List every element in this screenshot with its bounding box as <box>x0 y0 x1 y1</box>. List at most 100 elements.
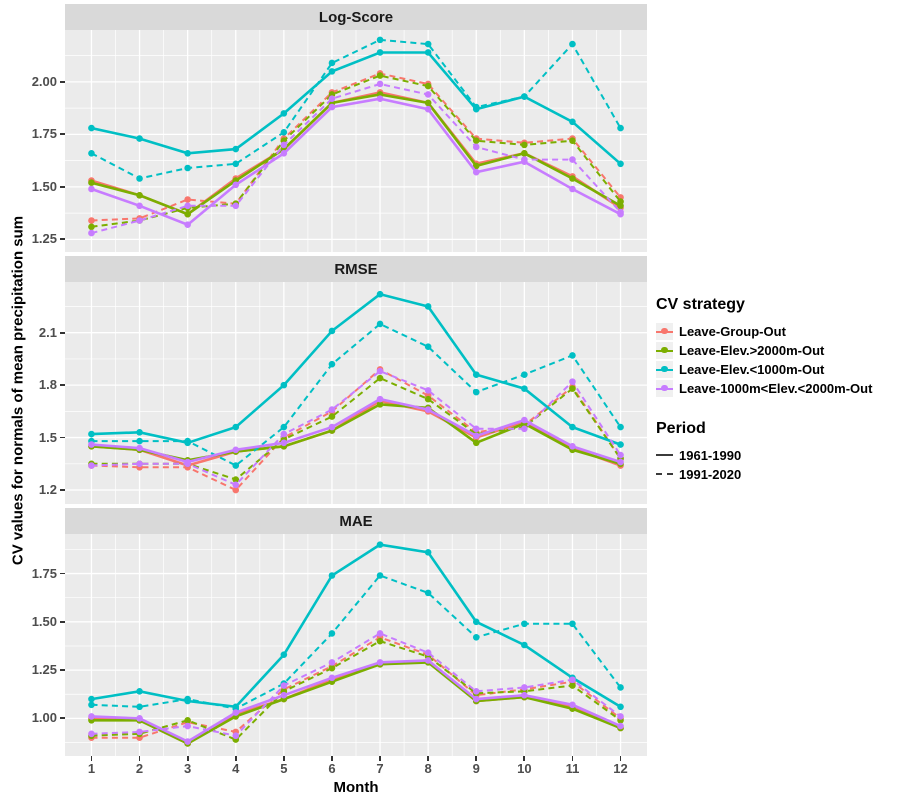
data-point <box>376 659 384 666</box>
x-tick-mark <box>427 756 430 761</box>
y-tick-mark <box>60 669 65 671</box>
panel-strip-rmse: RMSE <box>65 256 647 282</box>
data-point <box>472 439 480 447</box>
data-point <box>569 620 576 628</box>
series-line <box>91 640 622 741</box>
data-point <box>136 135 143 142</box>
data-point <box>424 387 432 394</box>
legend-item-strategy: Leave-Elev.<1000m-Out <box>656 360 896 379</box>
data-point <box>376 630 384 637</box>
data-point <box>617 722 624 730</box>
x-tick-mark <box>379 756 381 761</box>
panel-strip-mae: MAE <box>65 508 647 534</box>
data-point <box>232 476 240 483</box>
x-tick-mark <box>475 756 478 761</box>
series-line <box>91 97 622 227</box>
y-tick-label: 1.00 <box>31 710 57 726</box>
data-point <box>88 462 95 469</box>
x-tick-label: 5 <box>280 761 288 776</box>
data-point <box>136 191 143 199</box>
data-point <box>136 703 143 711</box>
data-point <box>617 423 624 431</box>
data-point <box>376 290 384 298</box>
data-point <box>521 416 528 424</box>
y-tick-mark <box>60 331 65 334</box>
data-point <box>88 441 95 448</box>
y-tick-mark <box>60 80 65 83</box>
data-point <box>424 649 432 657</box>
series-line <box>91 399 621 467</box>
x-tick-mark <box>571 756 574 761</box>
panel-mae <box>65 534 647 756</box>
data-point <box>136 688 143 695</box>
data-point <box>424 343 432 350</box>
data-point <box>88 713 95 720</box>
x-tick-label: 8 <box>424 761 432 776</box>
data-point <box>424 40 432 48</box>
data-point <box>280 430 288 438</box>
data-point <box>328 327 336 335</box>
x-tick-label: 10 <box>517 761 532 776</box>
data-point <box>88 217 95 224</box>
data-point <box>424 105 432 113</box>
series-line <box>91 93 622 216</box>
data-point <box>376 36 384 44</box>
y-tick-label: 1.50 <box>31 178 57 194</box>
data-point <box>569 385 576 392</box>
data-point <box>280 128 288 136</box>
x-tick-label: 7 <box>376 761 384 776</box>
legend: CV strategy Leave-Group-Out Leave-Elev.>2… <box>656 296 896 484</box>
data-point <box>376 49 384 56</box>
y-tick-mark <box>60 572 65 575</box>
data-point <box>136 217 143 224</box>
data-point <box>424 406 432 413</box>
data-point <box>617 684 624 691</box>
x-tick-mark <box>186 756 189 761</box>
x-tick-mark <box>138 756 141 761</box>
data-point <box>472 103 480 111</box>
data-point <box>472 137 480 144</box>
x-tick-mark <box>282 756 285 761</box>
data-point <box>328 95 336 102</box>
data-point <box>521 620 528 628</box>
panel-log-score <box>65 30 647 252</box>
data-point <box>521 425 528 433</box>
data-point <box>280 423 288 431</box>
data-point <box>232 181 240 189</box>
data-point <box>617 160 624 168</box>
data-point <box>136 460 143 468</box>
data-point <box>569 423 576 431</box>
data-point <box>376 637 384 645</box>
data-point <box>569 352 576 359</box>
series-line <box>91 74 622 228</box>
y-tick-label: 2.00 <box>31 73 57 89</box>
y-tick-label: 1.2 <box>38 482 57 498</box>
data-point <box>328 664 336 672</box>
y-tick-mark <box>60 384 65 387</box>
y-tick-mark <box>60 717 65 720</box>
data-point <box>521 691 528 699</box>
legend-title-cv-strategy: CV strategy <box>656 296 745 313</box>
data-point <box>328 68 336 75</box>
series-line <box>91 72 622 222</box>
x-tick-label: 9 <box>472 761 480 776</box>
series-line <box>91 661 621 745</box>
data-point <box>472 633 480 641</box>
y-tick-mark <box>60 238 65 241</box>
data-point <box>472 162 480 170</box>
legend-item-strategy: Leave-1000m<Elev.<2000m-Out <box>656 379 896 398</box>
data-point <box>328 406 336 413</box>
data-point <box>376 95 384 102</box>
data-point <box>617 441 624 448</box>
data-point <box>472 425 480 433</box>
data-point <box>88 430 95 438</box>
data-point <box>472 168 480 176</box>
data-point <box>472 688 480 695</box>
data-point <box>472 371 480 378</box>
legend-period-items: 1961-1990 1991-2020 <box>656 446 896 484</box>
data-point <box>184 738 191 745</box>
data-point <box>328 423 336 431</box>
legend-key-solid-line-icon <box>656 447 673 464</box>
data-point <box>232 423 240 431</box>
